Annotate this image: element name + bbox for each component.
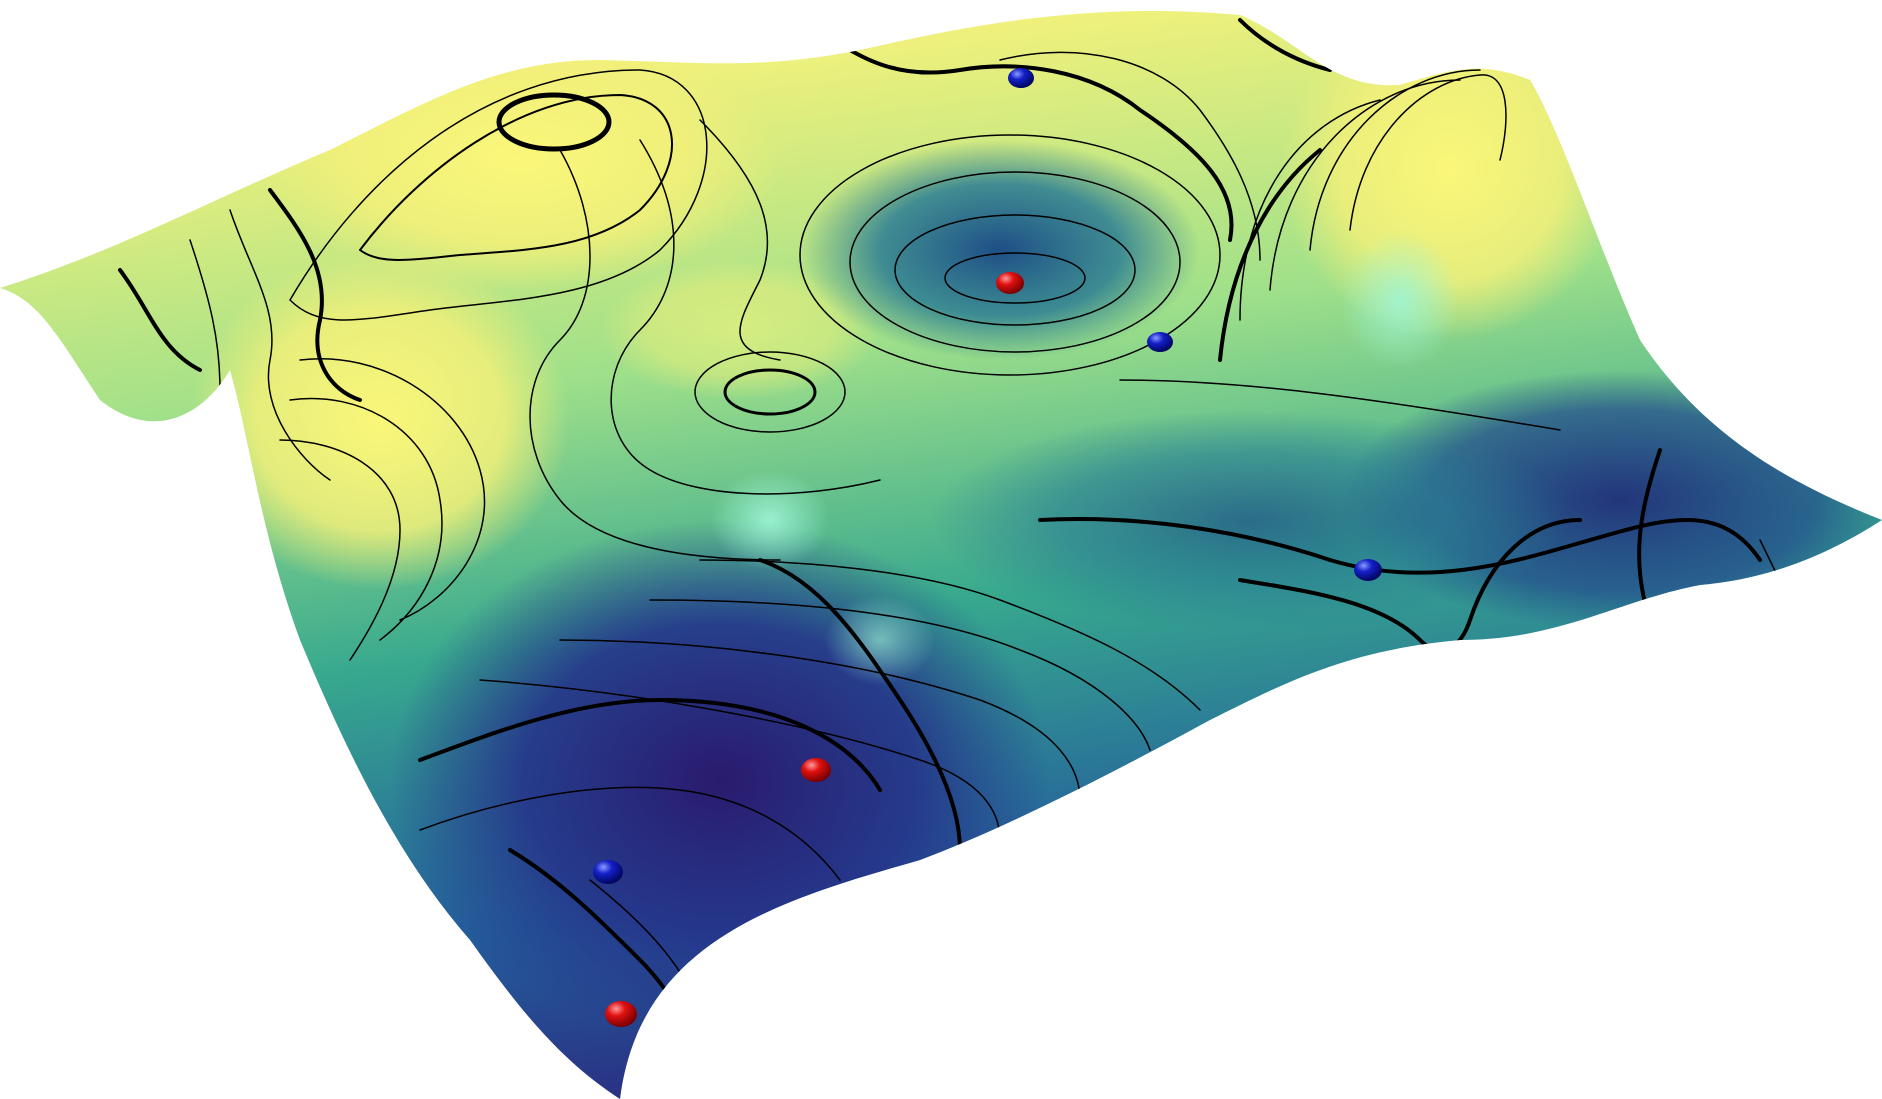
contour-plateau-ring [723,368,817,416]
saddle-point-marker [1354,559,1382,581]
contour-line [999,51,1261,261]
contour-line [559,639,1081,801]
contour-line [1239,99,1381,321]
saddle-point-marker [593,860,623,884]
contour-basin-ring [944,252,1086,304]
contour-saddle-line [1038,517,1762,575]
contour-line [1119,379,1561,431]
highlight-1 [710,470,830,570]
contour-line [229,209,331,481]
contour-line [359,94,674,261]
local-minimum-marker [996,272,1024,294]
contour-line [289,397,443,641]
contour-saddle-line [818,28,1234,242]
contour-line [1349,74,1507,231]
basin-saddle-band [930,410,1570,630]
highlight-3 [825,595,935,685]
basin-lower-left [390,520,1050,1040]
saddle-point-marker [1147,332,1173,352]
critical-point-markers [593,68,1382,1027]
contour-line [418,698,882,792]
contour-line [189,239,221,391]
contour-plateau-ring [694,351,846,433]
contour-line [479,679,1001,841]
contour-line [299,358,486,621]
contour-peak-ring [496,92,612,152]
contour-line [610,139,881,495]
contour-line [699,559,1201,711]
contour-line [1309,69,1481,251]
contour-lines [118,18,1831,1092]
contour-line [758,558,962,852]
contour-basin-ring [849,171,1181,353]
contour-line [1218,148,1322,362]
local-minimum-marker [801,758,831,782]
contour-line [279,439,401,661]
saddle-point-marker [1008,68,1034,88]
highlight-2 [1340,230,1460,370]
contour-line [699,119,781,361]
contour-basin-ring [799,134,1221,376]
contour-line [1238,18,1332,72]
contour-line [118,268,202,372]
contour-line [268,188,362,402]
contour-line [649,599,1151,751]
basin-center [800,140,1200,360]
contour-line [289,69,708,321]
contour-line [529,149,781,561]
contour-line [1269,79,1461,291]
contour-basin-ring [894,214,1136,326]
local-minimum-marker [605,1001,637,1027]
contour-line [419,786,841,881]
peak-left-ridge [190,250,570,590]
